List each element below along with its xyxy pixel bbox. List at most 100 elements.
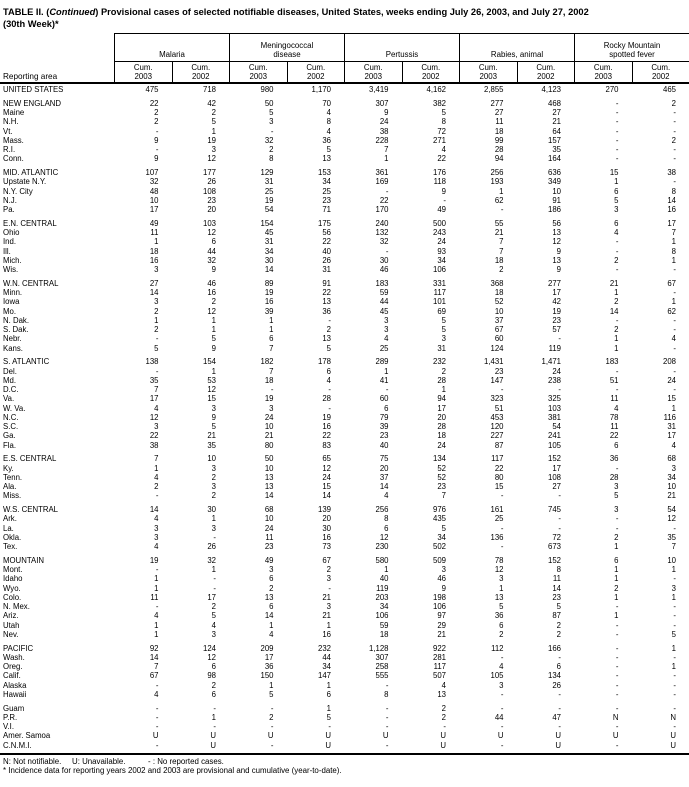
area-cell: Ill.	[3, 246, 11, 256]
value-cell: 2	[499, 629, 504, 639]
value-cell: 29	[437, 620, 446, 630]
value-cell: 11	[610, 394, 619, 404]
value-cell: 232	[317, 643, 331, 653]
value-cell: 1	[614, 343, 619, 353]
value-cell: 17	[264, 652, 274, 662]
value-cell: 36	[322, 135, 331, 145]
value-cell: 72	[552, 532, 561, 542]
value-cell: -	[615, 740, 619, 750]
table-footnotes: N: Not notifiable. U: Unavailable. - : N…	[0, 752, 689, 776]
year-label: 2002	[651, 71, 670, 81]
value-cell: 80	[494, 472, 504, 482]
value-cell: 745	[547, 505, 561, 514]
value-cell: 1	[614, 611, 619, 621]
table-row: W. Va. 4 3 3 - 6 17 51 103 4 1	[0, 404, 689, 413]
area-cell: Ga.	[3, 431, 16, 441]
title-continued: Continued	[49, 7, 96, 17]
area-cell: Hawaii	[3, 689, 27, 699]
value-cell: 54	[552, 422, 561, 431]
value-cell: 32	[264, 135, 274, 145]
value-cell: 17	[207, 592, 216, 602]
value-cell: 2	[326, 325, 331, 334]
value-cell: 323	[490, 394, 504, 404]
value-cell: 3	[211, 523, 216, 533]
value-cell: 209	[260, 643, 274, 653]
value-cell: 3	[671, 463, 676, 473]
value-cell: -	[155, 680, 159, 690]
table-row: Kans. 5 9 7 5 25 31 124 119 1 -	[0, 344, 689, 353]
value-cell: 35	[149, 375, 159, 385]
value-cell: 22	[149, 431, 159, 441]
table-row: Fla. 38 35 80 83 40 24 87 105 6 4	[0, 441, 689, 450]
value-cell: 1	[671, 403, 676, 413]
table-row: Ill. 18 44 34 40 - 93 7 9 - 8	[0, 247, 689, 256]
value-cell: 177	[202, 168, 216, 177]
value-cell: -	[270, 385, 274, 394]
table-row: R.I. - 3 2 5 7 4 28 35 - -	[0, 145, 689, 154]
area-cell: P.R.	[3, 712, 18, 722]
value-cell: 9	[441, 583, 446, 593]
value-cell: 1	[384, 565, 389, 574]
value-cell: 166	[547, 643, 561, 653]
value-cell: 4	[384, 491, 389, 501]
value-cell: 349	[547, 177, 561, 187]
value-cell: -	[385, 186, 389, 196]
value-cell: -	[615, 703, 619, 713]
value-cell: 54	[667, 505, 676, 514]
value-cell: -	[615, 671, 619, 681]
area-cell: S.C.	[3, 422, 19, 431]
value-cell: -	[673, 117, 676, 127]
value-cell: 14	[667, 195, 676, 205]
area-cell: NEW ENGLAND	[3, 98, 62, 108]
value-cell: 67	[322, 555, 331, 565]
value-cell: 1,128	[368, 643, 389, 653]
value-cell: 2	[556, 620, 561, 630]
year-label: 2003	[594, 71, 613, 81]
value-cell: 3	[326, 602, 331, 611]
value-cell: 228	[375, 135, 389, 145]
table-row: Tex. 4 26 23 73 230 502 - 673 1 7	[0, 542, 689, 551]
value-cell: 34	[667, 472, 676, 482]
table-row: Ark. 4 1 10 20 8 435 25 - - 12	[0, 514, 689, 523]
subheader-cum-2003: Cum. 2003	[574, 62, 632, 82]
column-group-row: Malaria Meningococcal disease Pertussis Rab…	[0, 33, 689, 62]
value-cell: 381	[547, 412, 561, 422]
title-week: (30th Week)*	[3, 18, 59, 29]
value-cell: 21	[264, 431, 274, 441]
value-cell: 4	[671, 334, 676, 344]
value-cell: 580	[375, 555, 389, 565]
subheader-cum-2002: Cum. 2002	[516, 62, 575, 82]
value-cell: 11	[150, 228, 159, 237]
value-cell: 153	[317, 168, 331, 177]
area-cell: Utah	[3, 620, 20, 630]
value-cell: 1	[614, 565, 619, 574]
value-cell: 42	[207, 98, 216, 108]
value-cell: 5	[154, 343, 159, 353]
value-cell: 31	[437, 343, 446, 353]
area-cell: Ohio	[3, 228, 20, 237]
value-cell: -	[213, 583, 216, 593]
value-cell: 106	[432, 265, 446, 274]
value-cell: 120	[490, 422, 504, 431]
value-cell: 13	[552, 255, 561, 265]
value-cell: 68	[264, 505, 274, 514]
value-cell: 21	[207, 431, 216, 441]
value-cell: 44	[322, 652, 331, 662]
value-cell: 17	[552, 463, 561, 473]
value-cell: 78	[494, 555, 504, 565]
value-cell: 3	[384, 315, 389, 325]
value-cell: -	[615, 315, 619, 325]
value-cell: -	[155, 145, 159, 154]
value-cell: 22	[322, 237, 331, 247]
value-cell: -	[155, 565, 159, 574]
value-cell: 35	[667, 532, 676, 542]
value-cell: 1	[614, 542, 619, 551]
value-cell: 136	[490, 532, 504, 542]
table-row: E.S. CENTRAL 7 10 50 65 75 134 117 152 36 68	[0, 454, 689, 463]
area-cell: Iowa	[3, 297, 20, 307]
area-cell: Wis.	[3, 265, 19, 274]
value-cell: 1	[154, 583, 159, 593]
value-cell: 22	[494, 463, 504, 473]
area-cell: S. Dak.	[3, 325, 29, 334]
value-cell: 22	[322, 431, 331, 441]
